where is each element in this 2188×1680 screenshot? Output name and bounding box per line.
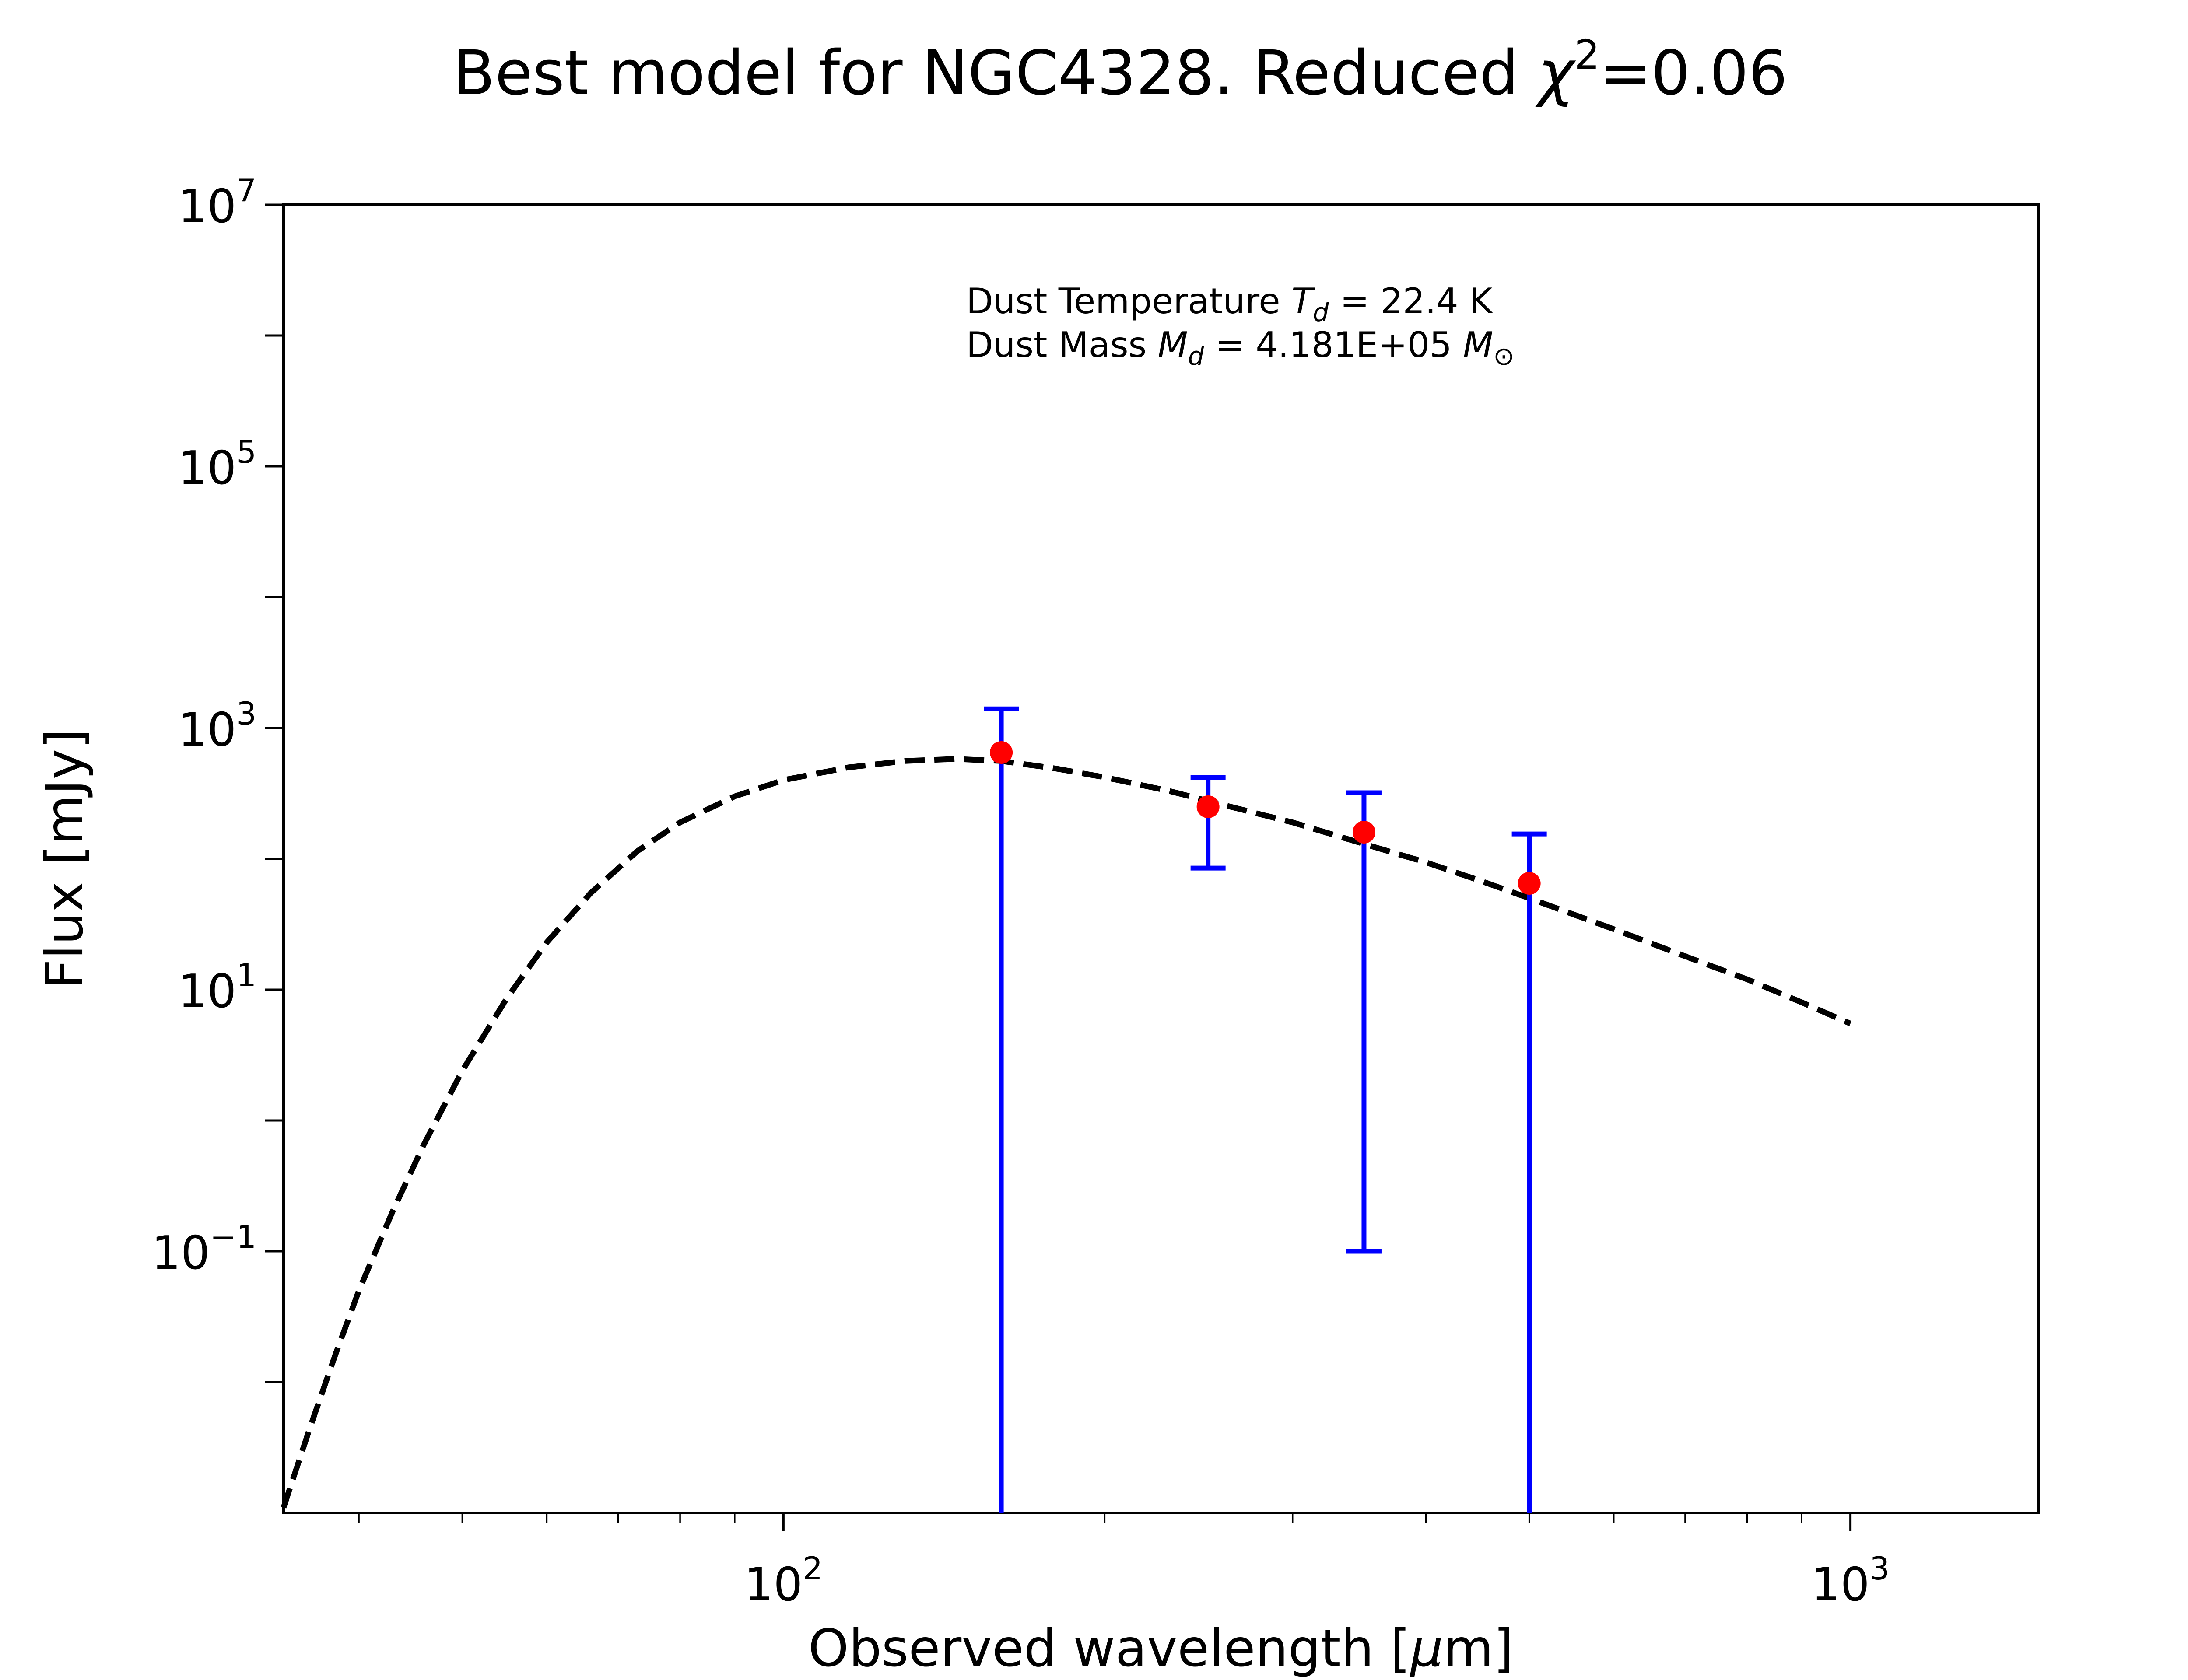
y-tick-label: 107 xyxy=(178,172,256,233)
y-tick-base: 10 xyxy=(178,180,237,233)
annot-mass-unit-symbol: M xyxy=(1463,325,1493,365)
y-tick-label: 105 xyxy=(178,434,256,495)
annot-temp-subscript: d xyxy=(1313,298,1329,327)
observed-data-point xyxy=(1352,820,1375,844)
y-tick-exponent: −1 xyxy=(210,1218,256,1255)
y-tick-exponent: 3 xyxy=(236,695,256,732)
x-label-prefix: Observed wavelength [ xyxy=(808,1618,1410,1678)
y-tick-label: 103 xyxy=(178,695,256,756)
y-tick-exponent: 7 xyxy=(236,172,256,209)
title-suffix: =0.06 xyxy=(1600,38,1788,109)
data-point-group xyxy=(990,741,1541,895)
x-label-suffix: m] xyxy=(1443,1618,1514,1678)
x-tick-exponent: 2 xyxy=(803,1550,823,1587)
dust-mass-annotation: Dust Mass Md = 4.181E+05 M⊙ xyxy=(966,325,1515,371)
y-tick-base: 10 xyxy=(178,703,237,756)
annot-temp-value: = 22.4 K xyxy=(1329,281,1494,322)
title-chi-exponent: 2 xyxy=(1574,32,1600,78)
annot-mass-symbol: M xyxy=(1158,325,1188,365)
annot-mass-prefix: Dust Mass xyxy=(966,325,1158,365)
title-prefix: Best model for NGC4328. Reduced xyxy=(453,38,1538,109)
observed-data-point xyxy=(1196,795,1220,819)
model-sed-curve xyxy=(281,756,1852,1508)
y-axis-label: Flux [mJy] xyxy=(34,729,95,989)
model-curve-group xyxy=(281,756,1852,1508)
y-tick-base: 10 xyxy=(151,1226,210,1280)
chart-title: Best model for NGC4328. Reduced χ2=0.06 xyxy=(453,32,1788,109)
y-tick-label: 10−1 xyxy=(151,1218,256,1280)
observed-data-point xyxy=(990,741,1013,764)
y-tick-exponent: 5 xyxy=(236,434,256,470)
x-label-mu: μ xyxy=(1410,1618,1443,1678)
x-axis-label: Observed wavelength [μm] xyxy=(808,1618,1514,1678)
y-tick-label: 101 xyxy=(178,957,256,1018)
annot-temp-prefix: Dust Temperature xyxy=(966,281,1291,322)
x-tick-base: 10 xyxy=(744,1558,803,1611)
annot-mass-subscript: d xyxy=(1188,341,1205,371)
annot-temp-symbol: T xyxy=(1291,281,1315,322)
dust-temperature-annotation: Dust Temperature Td = 22.4 K xyxy=(966,281,1494,327)
x-tick-base: 10 xyxy=(1811,1558,1870,1611)
y-tick-base: 10 xyxy=(178,441,237,495)
x-tick-label: 103 xyxy=(1811,1550,1890,1611)
y-tick-exponent: 1 xyxy=(236,957,256,994)
y-tick-base: 10 xyxy=(178,965,237,1018)
x-tick-exponent: 3 xyxy=(1870,1550,1890,1587)
observed-data-point xyxy=(1518,872,1541,895)
title-chi: χ xyxy=(1535,38,1576,109)
annot-mass-unit-subscript: ⊙ xyxy=(1493,341,1515,371)
x-tick-label: 102 xyxy=(744,1550,823,1611)
errorbar-group xyxy=(984,706,1547,1513)
annot-mass-value: = 4.181E+05 xyxy=(1204,325,1463,365)
